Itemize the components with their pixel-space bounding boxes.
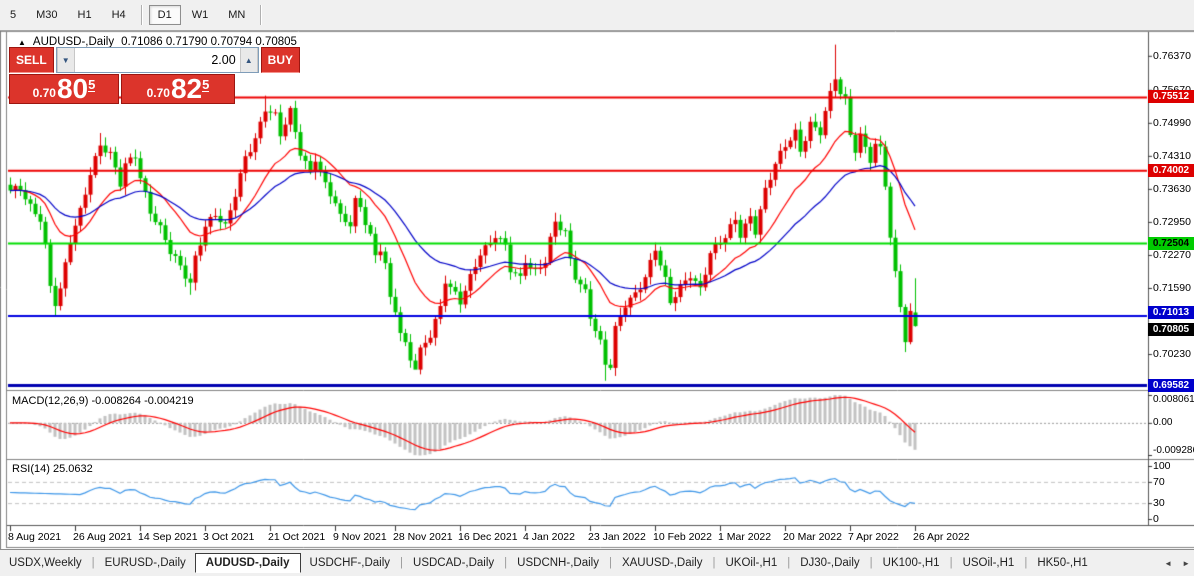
tab-audusd-daily[interactable]: AUDUSD-,Daily	[194, 553, 301, 573]
buy-price-prefix: 0.70	[146, 86, 170, 100]
price-tick-label: 0.72950	[1153, 215, 1191, 228]
tab-separator: |	[869, 557, 873, 569]
period-w1[interactable]: W1	[183, 5, 218, 25]
rsi-tick-label: 0	[1153, 513, 1159, 525]
date-tick-label: 26 Apr 2022	[913, 531, 970, 543]
buy-price-pip: 5	[202, 77, 210, 92]
macd-tick-label: -0.009286	[1153, 445, 1194, 456]
price-tick-label: 0.74990	[1153, 116, 1191, 129]
one-click-trading-panel: SELL ▼ ▲ BUY 0.70 80 5 0.70 82 5	[9, 47, 301, 104]
toolbar-divider	[140, 5, 143, 25]
tab-separator: |	[608, 557, 612, 569]
tab-separator: |	[787, 557, 791, 569]
price-tick-label: 0.73630	[1153, 182, 1191, 195]
period-h1[interactable]: H1	[69, 5, 101, 25]
rsi-tick-label: 100	[1153, 460, 1171, 472]
rsi-indicator-label: RSI(14) 25.0632	[12, 463, 93, 475]
price-tick-label: 0.70230	[1153, 348, 1191, 361]
period-5[interactable]: 5	[1, 5, 25, 25]
volume-increase-button[interactable]: ▲	[239, 48, 258, 72]
price-badge: 0.75512	[1148, 90, 1194, 104]
buy-price-display[interactable]: 0.70 82 5	[121, 74, 235, 104]
sell-button[interactable]: SELL	[9, 47, 54, 73]
date-tick-label: 16 Dec 2021	[458, 531, 518, 543]
period-m30[interactable]: M30	[27, 5, 66, 25]
tab-eurusd-daily[interactable]: EURUSD-,Daily	[104, 557, 186, 569]
tab-scroll-left[interactable]: ◄	[1164, 558, 1173, 568]
tab-usdchf-daily[interactable]: USDCHF-,Daily	[309, 557, 391, 569]
macd-tick-label: 0.008061	[1153, 394, 1194, 405]
ohlc-values: 0.71086 0.71790 0.70794 0.70805	[121, 36, 297, 48]
tab-usdcad-daily[interactable]: USDCAD-,Daily	[413, 557, 495, 569]
volume-input[interactable]	[74, 48, 240, 72]
tab-dj30-daily[interactable]: DJ30-,Daily	[800, 557, 860, 569]
volume-decrease-button[interactable]: ▼	[56, 48, 75, 72]
tab-scroll-right[interactable]: ►	[1182, 558, 1190, 568]
period-d1[interactable]: D1	[148, 5, 181, 25]
sell-price-main: 80	[56, 73, 89, 104]
tab-separator: |	[504, 557, 508, 569]
chart-tab-bar: USDX,Weekly | EURUSD-,Daily AUDUSD-,Daily US…	[0, 549, 1194, 576]
tab-separator: |	[91, 557, 95, 569]
date-tick-label: 21 Oct 2021	[268, 531, 326, 543]
price-badge: 0.71013	[1148, 305, 1194, 319]
tab-uk100-h1[interactable]: UK100-,H1	[882, 557, 940, 569]
date-tick-label: 4 Jan 2022	[523, 531, 575, 543]
date-tick-label: 20 Mar 2022	[783, 531, 842, 543]
period-h4[interactable]: H4	[103, 5, 135, 25]
timeframe-toolbar: 5 M30 H1 H4 D1 W1 MN	[0, 0, 1194, 31]
tab-hk50-h1[interactable]: HK50-,H1	[1037, 557, 1088, 569]
tab-separator: |	[1024, 557, 1028, 569]
date-tick-label: 3 Oct 2021	[203, 531, 255, 543]
sell-price-display[interactable]: 0.70 80 5	[9, 73, 120, 104]
chart-title: ▲ AUDUSD-,Daily 0.71086 0.71790 0.70794 …	[18, 36, 297, 48]
sell-price-prefix: 0.70	[32, 86, 56, 100]
date-tick-label: 7 Apr 2022	[848, 531, 899, 543]
date-tick-label: 9 Nov 2021	[333, 531, 387, 543]
price-badge: 0.70805	[1148, 323, 1194, 337]
period-mn[interactable]: MN	[219, 5, 254, 25]
symbol-period-label: AUDUSD-,Daily	[32, 36, 115, 48]
date-tick-label: 8 Aug 2021	[8, 531, 62, 543]
price-badge: 0.69582	[1148, 378, 1194, 392]
toolbar-divider	[260, 5, 263, 25]
volume-stepper: ▼ ▲	[55, 47, 259, 73]
buy-button[interactable]: BUY	[260, 47, 301, 73]
date-tick-label: 10 Feb 2022	[653, 531, 712, 543]
price-tick-label: 0.72270	[1153, 248, 1191, 261]
tab-ukoil-h1[interactable]: UKOil-,H1	[725, 557, 778, 569]
date-tick-label: 1 Mar 2022	[718, 531, 772, 543]
price-tick-label: 0.74310	[1153, 149, 1191, 162]
date-tick-label: 28 Nov 2021	[393, 531, 453, 543]
collapse-icon: ▲	[18, 37, 26, 47]
tab-usdcnh-daily[interactable]: USDCNH-,Daily	[517, 557, 599, 569]
price-tick-label: 0.76370	[1153, 49, 1191, 62]
tab-separator: |	[949, 557, 953, 569]
tab-usoil-h1[interactable]: USOil-,H1	[962, 557, 1015, 569]
tab-separator: |	[400, 557, 404, 569]
date-tick-label: 14 Sep 2021	[138, 531, 198, 543]
sell-price-pip: 5	[88, 77, 96, 92]
tab-usdx-weekly[interactable]: USDX,Weekly	[9, 557, 82, 569]
date-tick-label: 26 Aug 2021	[73, 531, 132, 543]
date-tick-label: 23 Jan 2022	[588, 531, 646, 543]
rsi-tick-label: 30	[1153, 497, 1165, 510]
macd-tick-label: 0.00	[1153, 416, 1173, 428]
price-badge: 0.72504	[1148, 236, 1194, 250]
price-badge: 0.74002	[1148, 163, 1194, 177]
price-tick-label: 0.71590	[1153, 281, 1191, 294]
buy-price-main: 82	[170, 73, 203, 104]
rsi-tick-label: 70	[1153, 475, 1165, 488]
macd-indicator-label: MACD(12,26,9) -0.008264 -0.004219	[12, 395, 194, 407]
tab-xauusd-daily[interactable]: XAUUSD-,Daily	[621, 557, 703, 569]
tab-separator: |	[712, 557, 716, 569]
